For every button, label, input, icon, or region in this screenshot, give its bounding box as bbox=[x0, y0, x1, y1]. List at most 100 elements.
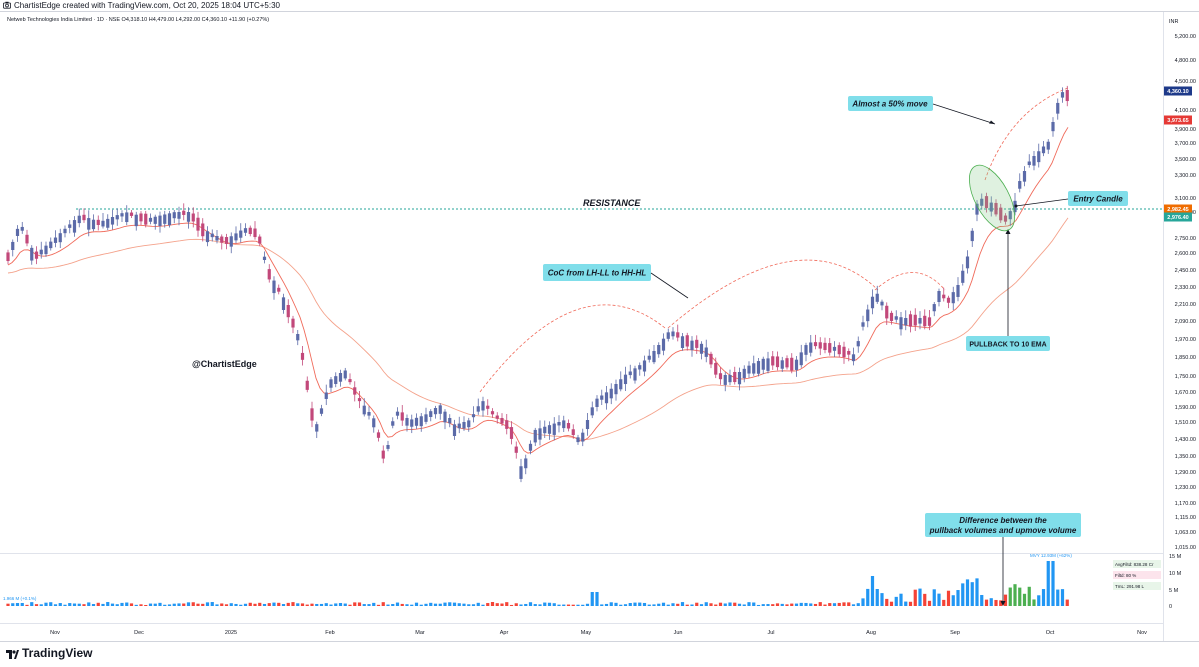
volume-bar bbox=[685, 604, 689, 606]
candle-body bbox=[110, 217, 115, 225]
candle-body bbox=[562, 420, 566, 429]
candle-body bbox=[243, 228, 248, 233]
candle-body bbox=[614, 384, 618, 395]
candle-body bbox=[775, 356, 780, 368]
volume-bar bbox=[144, 604, 148, 606]
candle-body bbox=[253, 228, 257, 238]
candle-body bbox=[932, 304, 936, 312]
candle-body bbox=[604, 392, 609, 404]
volume-bar bbox=[870, 576, 875, 606]
volume-bar bbox=[600, 604, 604, 606]
candle-body bbox=[533, 429, 537, 443]
volume-bar bbox=[281, 604, 286, 606]
volume-bar bbox=[191, 602, 195, 606]
volume-bar bbox=[562, 604, 566, 606]
candle-body bbox=[186, 212, 191, 222]
candle-body bbox=[590, 407, 594, 416]
volume-bar bbox=[277, 602, 281, 606]
ema-50-path bbox=[7, 217, 1069, 440]
candle-body bbox=[239, 230, 243, 238]
candle-body bbox=[728, 375, 732, 383]
candle-body bbox=[999, 207, 1003, 221]
volume-bar bbox=[367, 604, 371, 606]
swing-arc bbox=[479, 304, 666, 393]
fifty-percent-label: Almost a 50% move bbox=[851, 100, 928, 109]
volume-bar bbox=[486, 603, 490, 606]
volume-bar bbox=[790, 603, 794, 606]
candle-body bbox=[467, 420, 471, 428]
candle-body bbox=[129, 212, 134, 216]
volume-bar bbox=[410, 604, 414, 606]
volume-bar bbox=[205, 602, 210, 606]
candle-body bbox=[457, 423, 461, 429]
candle-body bbox=[210, 233, 214, 238]
volume-bar bbox=[158, 602, 162, 606]
volume-bar bbox=[946, 590, 951, 606]
candle-body bbox=[505, 420, 509, 429]
candle-body bbox=[547, 425, 552, 434]
time-tick-label: Sep bbox=[950, 630, 960, 636]
candle-body bbox=[804, 345, 808, 355]
volume-bar bbox=[961, 583, 965, 606]
candle-body bbox=[405, 418, 409, 426]
volume-bar bbox=[647, 604, 651, 606]
volume-bar bbox=[305, 604, 309, 606]
volume-bar bbox=[1065, 599, 1069, 606]
time-tick-label: Apr bbox=[500, 630, 509, 636]
candle-body bbox=[742, 368, 746, 379]
price-tick-label: 1,510.00 bbox=[1175, 420, 1196, 426]
candle-body bbox=[281, 297, 286, 311]
candle-body bbox=[923, 315, 927, 327]
volume-bar bbox=[847, 602, 851, 606]
volume-legend-1: AvgFiltd: 838.28 Cr bbox=[1115, 562, 1154, 567]
volume-bar bbox=[766, 604, 770, 606]
candle-body bbox=[362, 405, 366, 415]
volume-bar bbox=[239, 604, 243, 606]
candle-body bbox=[747, 365, 751, 374]
volume-bar bbox=[614, 602, 618, 606]
candle-body bbox=[196, 217, 200, 231]
candle-body bbox=[58, 233, 62, 243]
candle-body bbox=[585, 420, 590, 430]
watermark-label: @ChartistEdge bbox=[192, 359, 257, 369]
volume-bar bbox=[899, 593, 903, 606]
volume-bar bbox=[524, 603, 528, 606]
volume-bar bbox=[419, 604, 423, 606]
volume-bar bbox=[125, 602, 129, 606]
price-axis[interactable]: 5,200.00 4,800.00 4,500.00 4,100.00 3,900.00… bbox=[1175, 34, 1196, 551]
price-tick-label: 1,015.00 bbox=[1175, 545, 1196, 551]
volume-bar bbox=[334, 603, 338, 606]
candle-body bbox=[766, 358, 770, 371]
price-tags: 4,360.10 3,973.65 2,982.45 2,976.40 bbox=[1164, 86, 1192, 222]
volume-bar bbox=[72, 603, 77, 606]
time-axis[interactable]: Nov Dec 2025 Feb Mar Apr May Jun Jul Aug Sep Oct Nov bbox=[50, 630, 1147, 636]
volume-bar bbox=[1032, 599, 1036, 606]
candle-body bbox=[543, 426, 547, 434]
swing-arc bbox=[874, 272, 946, 291]
candle-body bbox=[1027, 161, 1031, 166]
volume-bar bbox=[623, 604, 628, 606]
candle-body bbox=[856, 341, 860, 347]
candle-body bbox=[300, 352, 305, 360]
volume-bar bbox=[856, 603, 860, 606]
volume-bar bbox=[509, 604, 514, 606]
volume-bar bbox=[129, 603, 134, 606]
candle-body bbox=[1051, 122, 1055, 132]
volume-bar bbox=[970, 582, 974, 606]
candle-body bbox=[946, 297, 951, 303]
candle-body bbox=[733, 371, 737, 383]
volume-bar bbox=[894, 596, 898, 606]
volume-bar bbox=[557, 604, 561, 606]
volume-bar bbox=[932, 589, 936, 606]
volume-bar bbox=[718, 602, 723, 606]
candle-body bbox=[30, 247, 34, 261]
volume-bar bbox=[44, 602, 48, 606]
candle-body bbox=[628, 371, 632, 376]
volume-tick-label: 0 bbox=[1169, 604, 1172, 610]
candle-body bbox=[91, 219, 96, 230]
volume-bar bbox=[220, 603, 224, 606]
volume-bar bbox=[296, 603, 300, 606]
candle-body bbox=[704, 347, 708, 357]
volume-bar bbox=[837, 602, 841, 606]
